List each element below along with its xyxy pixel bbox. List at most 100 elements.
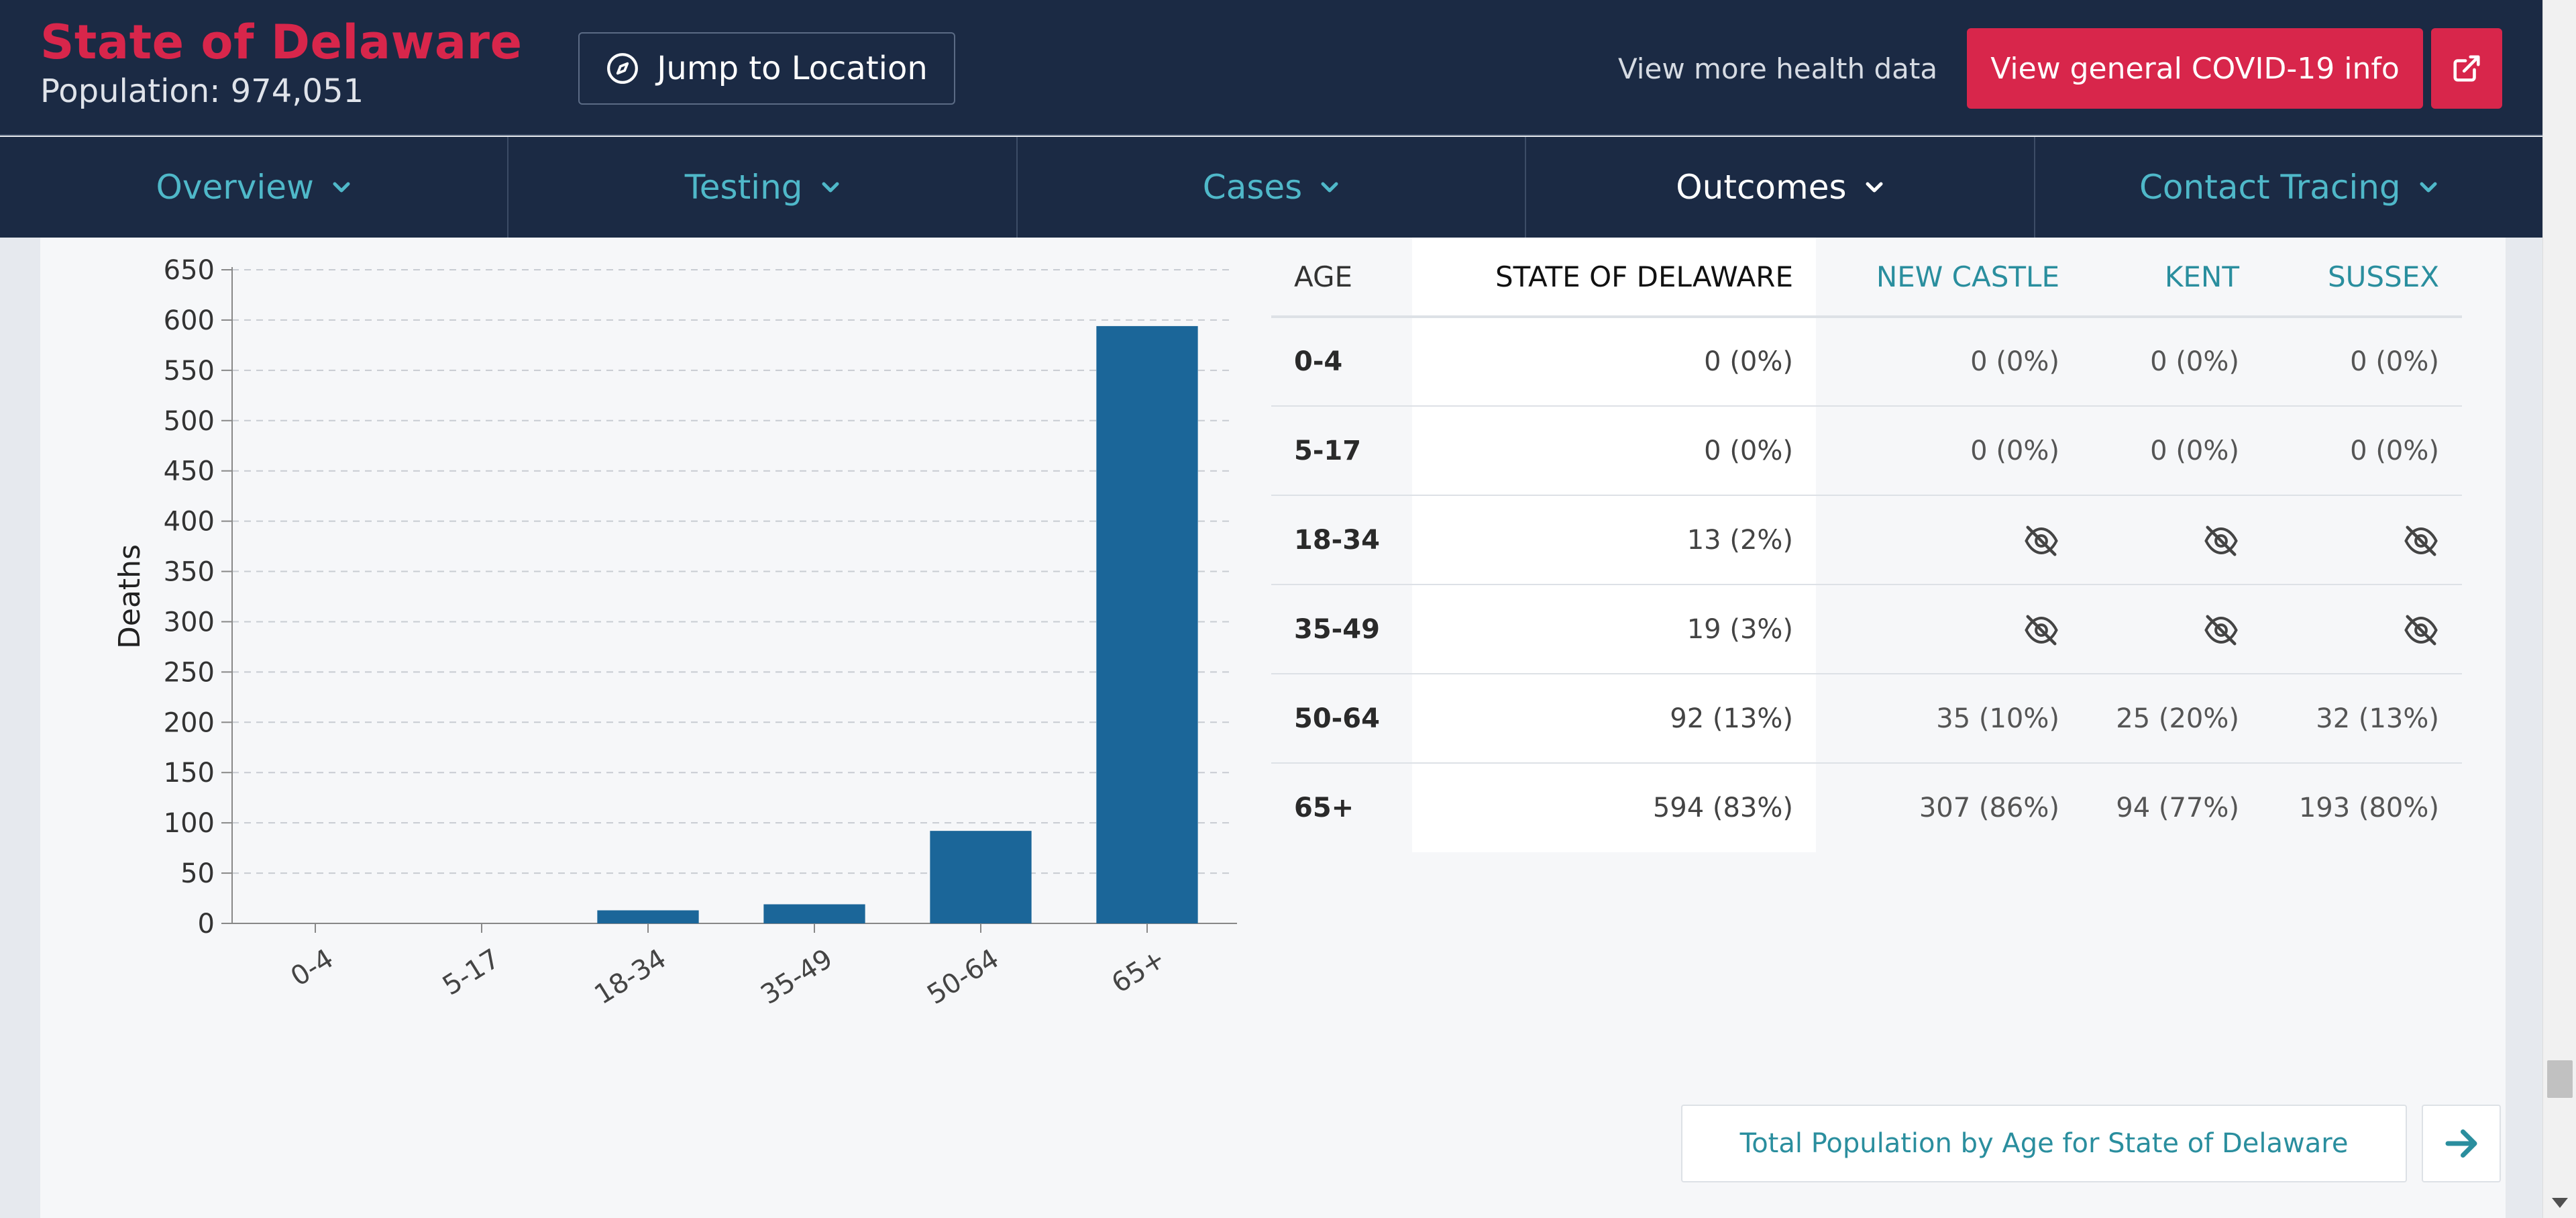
bar-35-49 — [763, 904, 865, 923]
page-title: State of Delaware — [40, 15, 523, 70]
eye-slash-icon — [2404, 615, 2438, 645]
top-header: State of Delaware Population: 974,051 Ju… — [0, 0, 2542, 136]
y-tick-label: 350 — [164, 557, 215, 588]
y-tick-label: 500 — [164, 406, 215, 437]
chevron-down-icon — [822, 182, 839, 193]
y-tick-label: 100 — [164, 808, 215, 839]
cell-age: 5-17 — [1271, 406, 1412, 496]
arrow-right-icon — [2445, 1129, 2477, 1158]
cell-age: 35-49 — [1271, 585, 1412, 674]
nav-tab-label: Contact Tracing — [2139, 168, 2401, 207]
deaths-by-age-chart: 0 50 100 150 200 250 300 350 400 450 500 550 600 650 D… — [113, 255, 1237, 1011]
cell-new-castle: 0 (0%) — [1816, 317, 2082, 407]
y-tick-label: 550 — [164, 356, 215, 387]
table-body: 0-4 0 (0%) 0 (0%) 0 (0%) 0 (0%) 5-17 0 (0%) 0 (… — [1271, 317, 2462, 852]
x-tick-label: 0-4 — [286, 943, 339, 993]
cell-state: 594 (83%) — [1412, 763, 1816, 852]
y-tick-label: 650 — [164, 255, 215, 286]
nav-tab-cases[interactable]: Cases — [1018, 137, 1527, 238]
cell-new-castle — [1816, 585, 2082, 674]
bar-65+ — [1096, 325, 1198, 924]
table-header-row: AGE STATE OF DELAWARE NEW CASTLE KENT SU… — [1271, 238, 2462, 318]
cell-state: 13 (2%) — [1412, 495, 1816, 585]
y-tick-label: 250 — [164, 657, 215, 688]
table-row: 18-34 13 (2%) — [1271, 495, 2462, 585]
cell-new-castle: 35 (10%) — [1816, 674, 2082, 764]
cell-kent: 0 (0%) — [2082, 406, 2262, 496]
eye-slash-icon — [2025, 615, 2058, 645]
header-sussex[interactable]: SUSSEX — [2262, 238, 2462, 318]
cell-kent: 25 (20%) — [2082, 674, 2262, 764]
nav-tab-label: Outcomes — [1676, 168, 1847, 207]
table-row: 0-4 0 (0%) 0 (0%) 0 (0%) 0 (0%) — [1271, 317, 2462, 407]
cell-sussex — [2262, 495, 2462, 585]
eye-slash-icon — [2204, 525, 2238, 556]
x-tick-label: 50-64 — [922, 943, 1004, 1011]
x-tick-label: 5-17 — [437, 943, 505, 1001]
y-tick-label: 150 — [164, 758, 215, 789]
nav-tab-outcomes[interactable]: Outcomes — [1526, 137, 2035, 238]
y-tick-label: 400 — [164, 507, 215, 538]
cell-new-castle: 307 (86%) — [1919, 793, 2059, 823]
bar-18-34 — [597, 910, 699, 923]
table-row: 5-17 0 (0%) 0 (0%) 0 (0%) 0 (0%) — [1271, 406, 2462, 496]
total-population-link[interactable]: Total Population by Age for State of Del… — [1681, 1105, 2407, 1182]
x-tick-label: 65+ — [1106, 943, 1171, 999]
table-row: 35-49 19 (3%) — [1271, 585, 2462, 674]
x-tick-label: 35-49 — [755, 943, 838, 1011]
view-health-data-link[interactable]: View more health data — [1618, 52, 1938, 85]
chevron-down-icon — [333, 182, 350, 193]
nav-tab-contact-tracing[interactable]: Contact Tracing — [2035, 137, 2542, 238]
eye-slash-icon — [2404, 525, 2438, 556]
external-link-icon — [2453, 55, 2480, 82]
jump-to-location-label: Jump to Location — [657, 50, 928, 87]
section-nav: Overview Testing Cases Outcomes Contact Trac… — [0, 137, 2542, 238]
nav-tab-testing[interactable]: Testing — [508, 137, 1018, 238]
bar-50-64 — [930, 831, 1032, 923]
cell-state: 0 (0%) — [1412, 406, 1816, 496]
jump-to-location-button[interactable]: Jump to Location — [578, 32, 955, 105]
cell-kent: 94 (77%) — [2116, 793, 2239, 823]
eye-slash-icon — [2204, 615, 2238, 645]
y-tick-label: 450 — [164, 456, 215, 487]
table-row: 50-64 92 (13%) 35 (10%) 25 (20%) 32 (13%) — [1271, 674, 2462, 764]
scrollbar-thumb[interactable] — [2547, 1060, 2573, 1098]
cell-state: 0 (0%) — [1412, 317, 1816, 407]
header-age: AGE — [1271, 238, 1412, 318]
cell-age: 18-34 — [1271, 495, 1412, 585]
covid-info-button[interactable]: View general COVID-19 info — [1967, 28, 2423, 109]
cell-kent — [2082, 585, 2262, 674]
page-scrollbar[interactable] — [2542, 0, 2576, 1218]
nav-tab-label: Overview — [156, 168, 314, 207]
chevron-down-icon — [1866, 182, 1883, 193]
scroll-down-icon[interactable] — [2550, 1196, 2570, 1212]
y-tick-label: 0 — [198, 909, 215, 940]
header-kent[interactable]: KENT — [2082, 238, 2262, 318]
cell-state: 92 (13%) — [1412, 674, 1816, 764]
population-label: Population: 974,051 — [40, 72, 364, 110]
header-new-castle[interactable]: NEW CASTLE — [1816, 238, 2082, 318]
cell-sussex: 32 (13%) — [2262, 674, 2462, 764]
y-axis-title: Deaths — [113, 544, 147, 649]
cell-kent: 0 (0%) — [2082, 317, 2262, 407]
x-tick-label: 18-34 — [589, 943, 672, 1011]
content-panel: 0 50 100 150 200 250 300 350 400 450 500 550 600 650 D… — [40, 238, 2506, 1218]
nav-tab-label: Cases — [1202, 168, 1303, 207]
header-state: STATE OF DELAWARE — [1412, 238, 1816, 318]
nav-tab-overview[interactable]: Overview — [0, 137, 509, 238]
cell-sussex: 193 (80%) — [2298, 793, 2439, 823]
compass-icon — [607, 53, 639, 84]
cell-new-castle: 0 (0%) — [1816, 406, 2082, 496]
deaths-by-age-table: AGE STATE OF DELAWARE NEW CASTLE KENT SU… — [1271, 238, 2462, 852]
eye-slash-icon — [2025, 525, 2058, 556]
cell-kent — [2082, 495, 2262, 585]
cell-new-castle — [1816, 495, 2082, 585]
total-population-arrow-button[interactable] — [2422, 1105, 2501, 1182]
cell-sussex — [2262, 585, 2462, 674]
external-link-button[interactable] — [2431, 28, 2502, 109]
chevron-down-icon — [2420, 182, 2437, 193]
y-tick-label: 50 — [180, 858, 215, 889]
table-row: 65+ 594 (83%) 307 (86%) 94 (77%) 193 (80%) — [1271, 763, 2462, 852]
y-tick-label: 300 — [164, 607, 215, 638]
